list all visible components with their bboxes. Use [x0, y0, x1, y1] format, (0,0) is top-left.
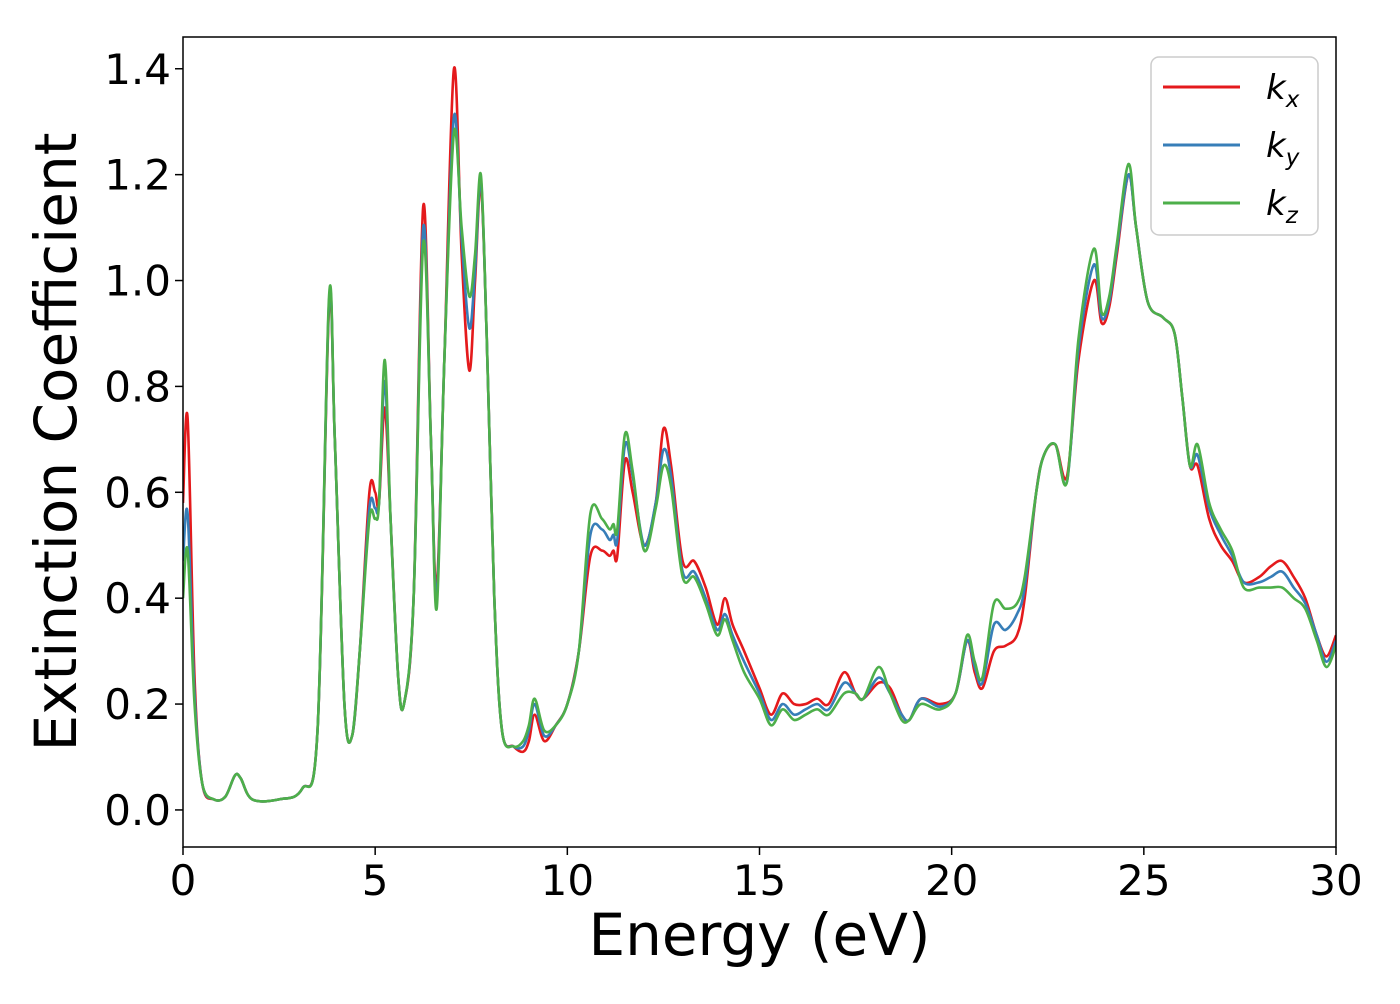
x-axis-ticks: 0 5 10 15 20 25 30	[170, 847, 1363, 905]
y-axis-label: Extinction Coefficient	[22, 133, 90, 752]
x-tick-label: 10	[541, 856, 594, 905]
x-tick-label: 15	[733, 856, 786, 905]
legend-label-subscript: z	[1285, 203, 1299, 229]
legend-label-subscript: y	[1285, 145, 1300, 171]
x-tick-label: 25	[1117, 856, 1170, 905]
x-tick-label: 20	[925, 856, 978, 905]
y-tick-label: 1.0	[104, 257, 171, 306]
y-tick-label: 0.4	[104, 574, 171, 623]
y-tick-label: 1.4	[104, 45, 171, 94]
series-layer	[183, 66, 1336, 803]
y-tick-label: 0.0	[104, 786, 171, 835]
y-tick-label: 0.6	[104, 468, 171, 517]
x-tick-label: 0	[170, 856, 197, 905]
x-axis-label: Energy (eV)	[588, 901, 930, 969]
series-line-k-z	[183, 127, 1336, 803]
y-tick-label: 1.2	[104, 151, 171, 200]
legend-label-subscript: x	[1285, 87, 1300, 113]
y-tick-label: 0.8	[104, 362, 171, 411]
x-tick-label: 5	[362, 856, 389, 905]
x-tick-label: 30	[1309, 856, 1362, 905]
y-tick-label: 0.2	[104, 680, 171, 729]
y-axis-ticks: 0.0 0.2 0.4 0.6 0.8 1.0 1.2 1.4	[104, 45, 183, 835]
